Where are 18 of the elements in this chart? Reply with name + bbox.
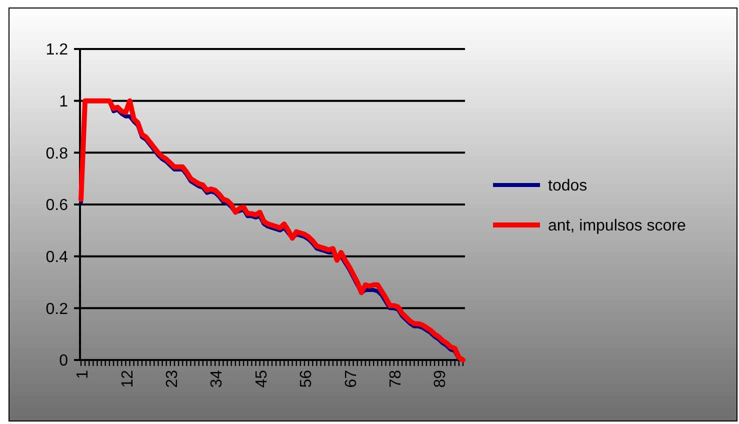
x-tick-label: 56: [298, 370, 316, 388]
y-tick-label: 0.4: [46, 248, 68, 266]
x-tick-label: 45: [253, 370, 270, 388]
x-tick-label: 1: [74, 370, 92, 379]
y-tick-label: 1: [59, 93, 68, 110]
y-tick-label: 0.8: [46, 145, 68, 162]
x-tick-label: 23: [164, 370, 182, 388]
legend-label: todos: [548, 178, 588, 195]
y-tick-label: 0: [59, 352, 68, 370]
legend-label: ant, impulsos score: [548, 218, 686, 235]
x-tick-label: 89: [432, 370, 450, 388]
x-tick-label: 12: [119, 370, 136, 388]
x-tick-label: 34: [208, 370, 226, 388]
x-tick-label: 78: [388, 370, 405, 388]
y-tick-label: 1.2: [46, 42, 68, 59]
x-tick-label: 67: [342, 370, 360, 388]
y-tick-label: 0.2: [46, 300, 68, 318]
y-tick-label: 0.6: [46, 197, 68, 214]
